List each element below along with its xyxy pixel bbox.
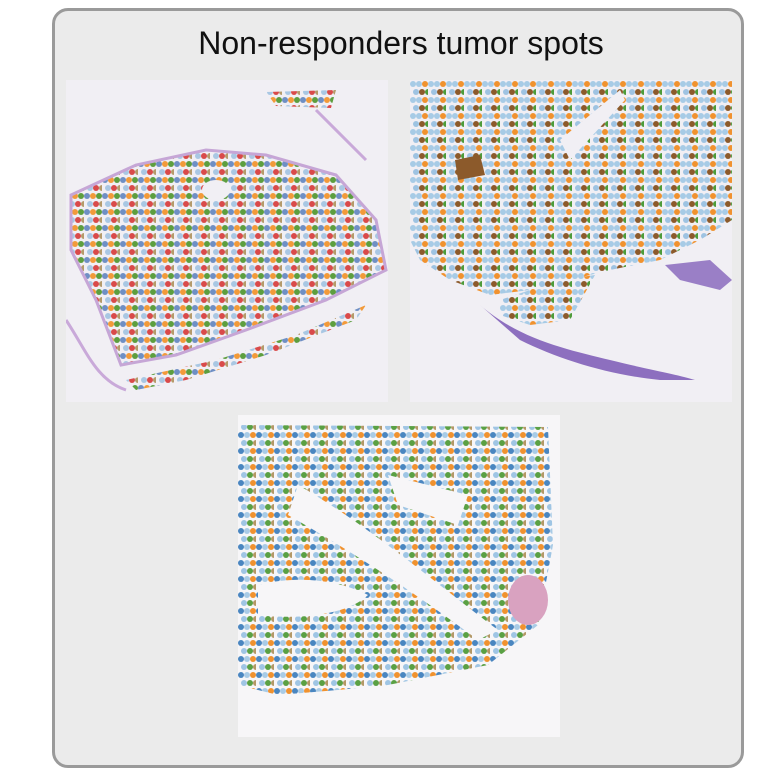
tissue-image-2 [410, 80, 732, 402]
panel-title: Non-responders tumor spots [198, 25, 604, 61]
tissue-image-1 [66, 80, 388, 402]
tissue-image-3 [238, 415, 560, 737]
